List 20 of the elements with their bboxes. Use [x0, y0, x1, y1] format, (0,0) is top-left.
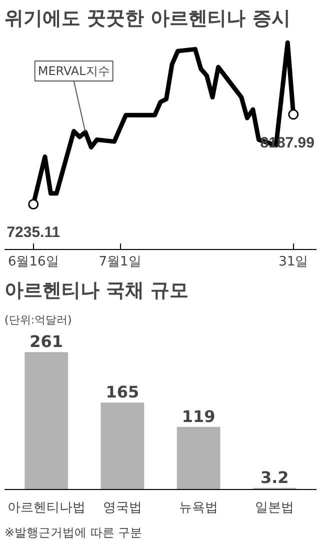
x-tick-label: 6월16일	[8, 254, 59, 270]
data-label: 261	[30, 332, 64, 352]
bar	[100, 402, 144, 490]
x-tick-label: 31일	[278, 254, 308, 270]
bar	[176, 426, 220, 490]
chart-subtitle: (단위:억달러)	[4, 314, 72, 326]
x-tick-label: 일본법	[255, 500, 294, 516]
bar	[24, 352, 68, 490]
text: ※발행근거법에 따른 구분	[4, 526, 142, 540]
text: MERVAL지수	[38, 64, 110, 78]
data-label: 7235.11	[6, 224, 60, 242]
chart-title: 아르헨티나 국채 규모	[4, 280, 189, 302]
data-label: 165	[106, 382, 140, 402]
data-label: 3.2	[260, 468, 289, 487]
x-tick-label: 아르헨티나법	[7, 500, 86, 516]
x-tick-label: 뉴욕법	[179, 500, 218, 516]
x-tick-label: 영국법	[102, 500, 142, 516]
chart-title: 위기에도 꿋꿋한 아르헨티나 증시	[4, 8, 290, 30]
data-label: 119	[182, 406, 216, 426]
x-tick-label: 7월1일	[98, 254, 142, 270]
